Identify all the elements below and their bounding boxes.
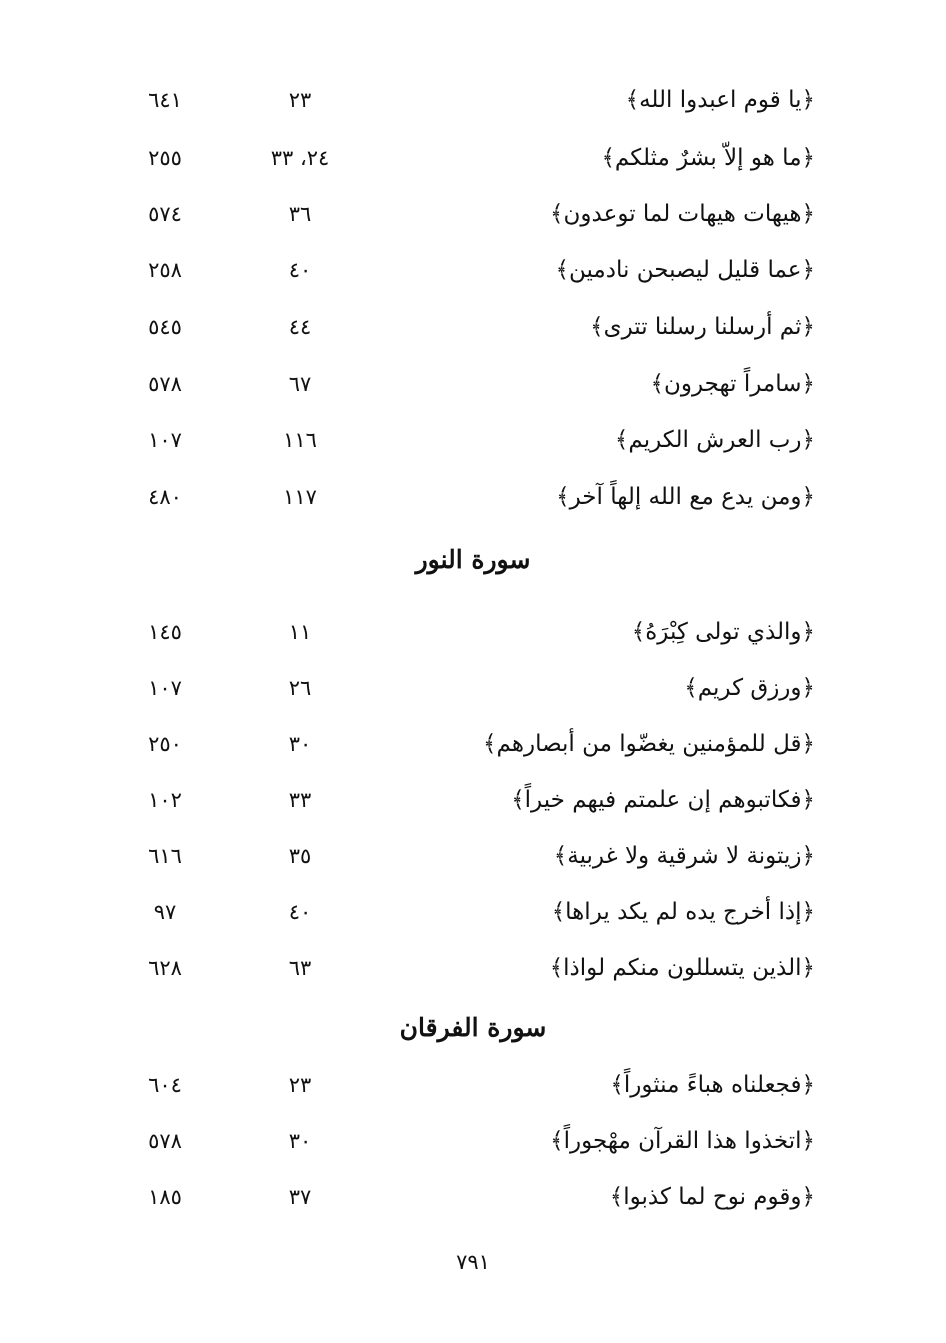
verse-text: ﴿يا قوم اعبدوا الله﴾ (625, 87, 815, 113)
page-reference: ٢٥٠ (148, 732, 182, 756)
index-entry: ﴿يا قوم اعبدوا الله﴾ ٢٣ ٦٤١ (0, 80, 946, 120)
verse-text: ﴿زيتونة لا شرقية ولا غربية﴾ (553, 843, 815, 869)
index-entry: ﴿فجعلناه هباءً منثوراً﴾ ٢٣ ٦٠٤ (0, 1065, 946, 1105)
page-reference: ٤٨٠ (148, 485, 182, 509)
ayah-number: ١١٦ (283, 428, 317, 452)
verse-text: ﴿قل للمؤمنين يغضّوا من أبصارهم﴾ (483, 731, 815, 757)
index-entry: ﴿الذين يتسللون منكم لواذا﴾ ٦٣ ٦٢٨ (0, 948, 946, 988)
index-entry: ﴿عما قليل ليصبحن نادمين﴾ ٤٠ ٢٥٨ (0, 250, 946, 290)
page-reference: ١٤٥ (148, 620, 182, 644)
surah-heading: سورة النور (415, 545, 531, 574)
page-reference: ٥٧٤ (148, 202, 182, 226)
verse-text: ﴿ورزق كريم﴾ (684, 675, 815, 701)
ayah-number: ٣٥ (288, 844, 312, 868)
ayah-number: ٤٤ (288, 315, 312, 339)
ayah-number: ٢٣ (288, 1073, 312, 1097)
page-reference: ١٨٥ (148, 1185, 182, 1209)
page-reference: ٩٧ (153, 900, 177, 924)
verse-text: ﴿هيهات هيهات لما توعدون﴾ (550, 201, 815, 227)
verse-text: ﴿ما هو إلاّ بشرٌ مثلكم﴾ (601, 145, 815, 171)
index-entry: ﴿اتخذوا هذا القرآن مهْجوراً﴾ ٣٠ ٥٧٨ (0, 1121, 946, 1161)
verse-text: ﴿إذا أخرج يده لم يكد يراها﴾ (551, 899, 815, 925)
page-reference: ٥٤٥ (148, 315, 182, 339)
ayah-number: ٣٠ (288, 732, 312, 756)
ayah-number: ٣٣ (288, 788, 312, 812)
ayah-number: ٦٧ (288, 372, 312, 396)
page-reference: ٢٥٥ (148, 146, 182, 170)
index-entry: ﴿ورزق كريم﴾ ٢٦ ١٠٧ (0, 668, 946, 708)
ayah-number: ٣٦ (288, 202, 312, 226)
index-entry: ﴿والذي تولى كِبْرَهُ﴾ ١١ ١٤٥ (0, 612, 946, 652)
page-reference: ٦٢٨ (148, 956, 182, 980)
surah-heading: سورة الفرقان (399, 1013, 547, 1042)
index-entry: ﴿قل للمؤمنين يغضّوا من أبصارهم﴾ ٣٠ ٢٥٠ (0, 724, 946, 764)
ayah-number: ٢٣ (288, 88, 312, 112)
ayah-number: ٤٠ (288, 900, 312, 924)
page-reference: ١٠٧ (148, 428, 182, 452)
page-reference: ١٠٧ (148, 676, 182, 700)
verse-text: ﴿ومن يدع مع الله إلهاً آخر﴾ (556, 484, 815, 510)
page-reference: ٥٧٨ (148, 372, 182, 396)
ayah-number: ٢٤، ٣٣ (270, 146, 330, 170)
page-reference: ٦٠٤ (148, 1073, 182, 1097)
verse-text: ﴿عما قليل ليصبحن نادمين﴾ (555, 257, 816, 283)
verse-text: ﴿فكاتبوهم إن علمتم فيهم خيراً﴾ (511, 787, 815, 813)
index-entry: ﴿رب العرش الكريم﴾ ١١٦ ١٠٧ (0, 420, 946, 460)
page-reference: ٦١٦ (148, 844, 182, 868)
ayah-number: ٢٦ (288, 676, 312, 700)
page-reference: ١٠٢ (148, 788, 182, 812)
verse-text: ﴿والذي تولى كِبْرَهُ﴾ (631, 619, 815, 645)
ayah-number: ٣٧ (288, 1185, 312, 1209)
verse-text: ﴿فجعلناه هباءً منثوراً﴾ (610, 1072, 815, 1098)
page-reference: ٦٤١ (148, 88, 182, 112)
index-entry: ﴿زيتونة لا شرقية ولا غربية﴾ ٣٥ ٦١٦ (0, 836, 946, 876)
index-entry: ﴿وقوم نوح لما كذبوا﴾ ٣٧ ١٨٥ (0, 1177, 946, 1217)
verse-text: ﴿ثم أرسلنا رسلنا تترى﴾ (590, 314, 815, 340)
index-entry: ﴿ما هو إلاّ بشرٌ مثلكم﴾ ٢٤، ٣٣ ٢٥٥ (0, 138, 946, 178)
ayah-number: ٦٣ (288, 956, 312, 980)
page-number: ٧٩١ (456, 1250, 490, 1274)
index-entry: ﴿سامراً تهجرون﴾ ٦٧ ٥٧٨ (0, 364, 946, 404)
page-reference: ٢٥٨ (148, 258, 182, 282)
ayah-number: ٤٠ (288, 258, 312, 282)
verse-text: ﴿سامراً تهجرون﴾ (650, 371, 815, 397)
page-reference: ٥٧٨ (148, 1129, 182, 1153)
ayah-number: ١١ (288, 620, 312, 644)
index-entry: ﴿فكاتبوهم إن علمتم فيهم خيراً﴾ ٣٣ ١٠٢ (0, 780, 946, 820)
ayah-number: ٣٠ (288, 1129, 312, 1153)
verse-text: ﴿اتخذوا هذا القرآن مهْجوراً﴾ (550, 1128, 815, 1154)
verse-text: ﴿وقوم نوح لما كذبوا﴾ (609, 1184, 815, 1210)
index-entry: ﴿إذا أخرج يده لم يكد يراها﴾ ٤٠ ٩٧ (0, 892, 946, 932)
index-entry: ﴿ثم أرسلنا رسلنا تترى﴾ ٤٤ ٥٤٥ (0, 307, 946, 347)
index-entry: ﴿هيهات هيهات لما توعدون﴾ ٣٦ ٥٧٤ (0, 194, 946, 234)
index-entry: ﴿ومن يدع مع الله إلهاً آخر﴾ ١١٧ ٤٨٠ (0, 477, 946, 517)
verse-text: ﴿رب العرش الكريم﴾ (614, 427, 815, 453)
ayah-number: ١١٧ (283, 485, 317, 509)
verse-text: ﴿الذين يتسللون منكم لواذا﴾ (549, 955, 815, 981)
